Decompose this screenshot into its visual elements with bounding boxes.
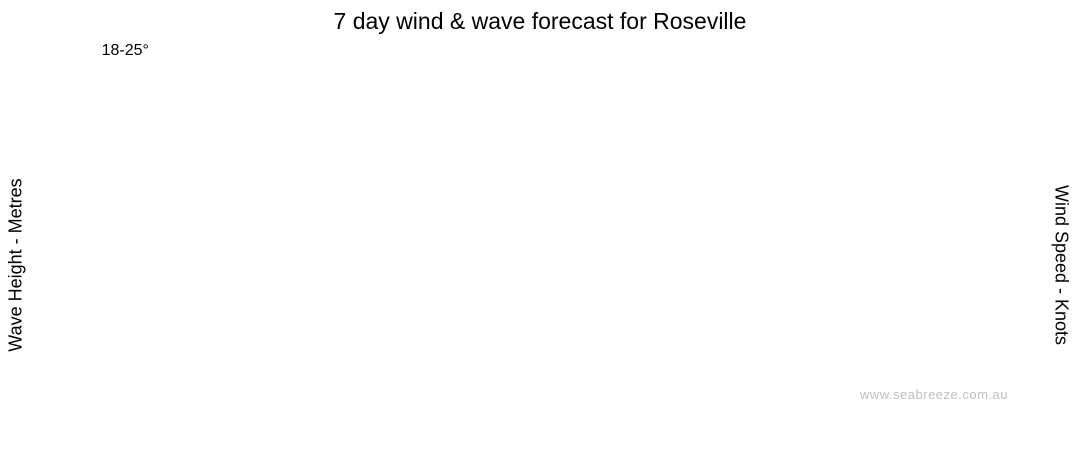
day-temp: 18-25° xyxy=(101,42,149,59)
watermark: www.seabreeze.com.au xyxy=(859,387,1008,402)
page-title: 7 day wind & wave forecast for Roseville xyxy=(333,8,747,34)
